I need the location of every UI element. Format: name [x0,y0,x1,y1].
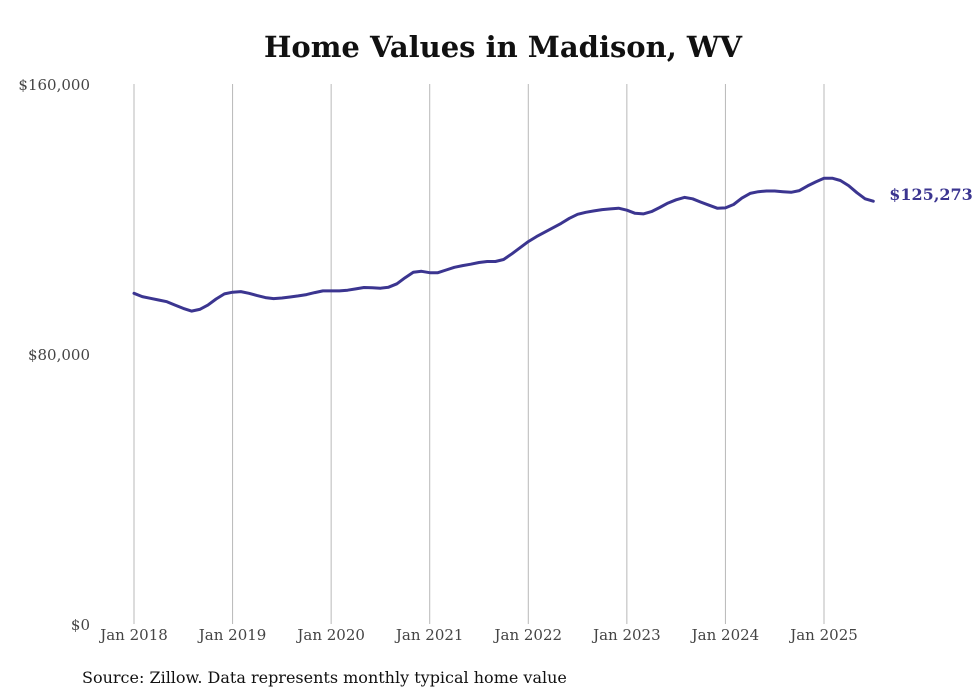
chart-title: Home Values in Madison, WV [264,30,742,64]
y-tick-label: $0 [71,616,90,634]
last-value-label: $125,273 [889,185,973,204]
y-axis-ticks: $0 $80,000 $160,000 [18,76,90,634]
x-tick-label: Jan 2022 [493,626,563,644]
x-tick-label: Jan 2021 [394,626,464,644]
gridlines [133,84,825,624]
series-line [132,176,875,313]
source-note: Source: Zillow. Data represents monthly … [82,668,567,687]
y-tick-label: $160,000 [18,76,90,94]
x-tick-label: Jan 2024 [690,626,760,644]
y-tick-label: $80,000 [28,346,90,364]
x-axis-ticks: Jan 2018 Jan 2019 Jan 2020 Jan 2021 Jan 2022… [98,626,858,644]
x-tick-label: Jan 2020 [295,626,365,644]
x-tick-label: Jan 2023 [591,626,661,644]
x-tick-label: Jan 2025 [788,626,858,644]
x-tick-label: Jan 2018 [98,626,168,644]
x-tick-label: Jan 2019 [197,626,267,644]
